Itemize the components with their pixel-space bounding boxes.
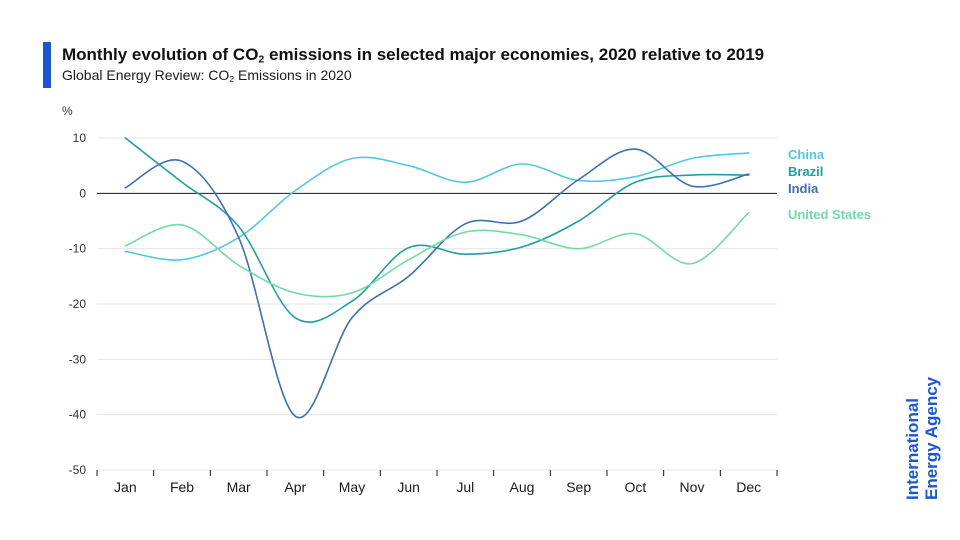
x-axis: Jan Feb Mar Apr May Jun Jul Aug Sep Oct Nov Dec (96, 470, 778, 495)
x-tick-label: Jun (397, 479, 420, 495)
x-tick-label: Jul (456, 479, 474, 495)
series-lines (124, 137, 750, 419)
gridlines (97, 137, 777, 471)
y-axis-unit-label: % (62, 104, 73, 118)
legend-label-united-states: United States (788, 207, 871, 222)
logo-line-2: Energy Agency (922, 376, 941, 500)
legend-label-china: China (788, 147, 825, 162)
chart-title: Monthly evolution of CO2 emissions in se… (62, 45, 765, 66)
y-tick-label: 0 (79, 186, 86, 200)
legend-label-india: India (788, 181, 819, 196)
y-axis-ticks: 10 0 -10 -20 -30 -40 -50 (69, 131, 87, 477)
logo-line-1: International (903, 397, 922, 500)
y-tick-label: -40 (69, 408, 87, 422)
series-line-india (124, 148, 750, 419)
iea-logo: International Energy Agency (903, 377, 941, 500)
chart-subtitle: Global Energy Review: CO2 Emissions in 2… (62, 67, 352, 85)
x-tick-label: Mar (227, 479, 251, 495)
y-tick-label: -50 (69, 463, 87, 477)
title-accent-bar (43, 42, 51, 88)
y-tick-label: -30 (69, 352, 87, 366)
y-tick-label: -10 (69, 242, 87, 256)
y-tick-label: -20 (69, 297, 87, 311)
x-tick-label: May (339, 479, 365, 495)
y-tick-label: 10 (73, 131, 87, 145)
series-line-china (124, 152, 750, 261)
x-tick-label: Nov (680, 479, 705, 495)
x-tick-label: Apr (284, 479, 306, 495)
x-tick-label: Aug (510, 479, 535, 495)
x-tick-label: Jan (114, 479, 137, 495)
x-tick-label: Sep (566, 479, 591, 495)
series-line-united-states (124, 211, 750, 298)
legend: China Brazil India United States (788, 147, 871, 222)
series-line-brazil (124, 137, 750, 323)
x-tick-label: Dec (736, 479, 761, 495)
x-tick-label: Oct (624, 479, 646, 495)
x-tick-label: Feb (170, 479, 194, 495)
legend-label-brazil: Brazil (788, 164, 823, 179)
